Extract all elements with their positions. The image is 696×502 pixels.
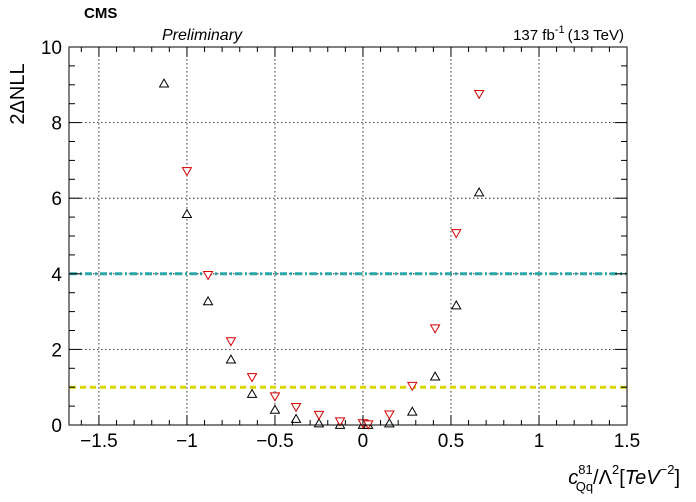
x-tick-label: 1.5 [614, 431, 640, 452]
x-tick-label: −0.5 [256, 431, 294, 452]
triangle-down-marker [406, 381, 418, 392]
x-tick-label: −1 [176, 431, 198, 452]
triangle-down-marker [450, 229, 462, 239]
y-tick-label: 0 [51, 416, 62, 437]
triangle-down-marker [269, 392, 281, 402]
x-title-unit-sup: −2 [660, 462, 675, 477]
x-title-unit: TeV [625, 467, 662, 489]
triangle-down-marker [290, 402, 302, 413]
y-tick-label: 4 [51, 265, 62, 286]
x-tick-label: −1.5 [80, 431, 118, 452]
y-tick-label: 10 [41, 38, 62, 59]
lumi-label: 137 fb-1 (13 TeV) [513, 24, 624, 44]
x-title-slash: / [593, 467, 599, 489]
y-tick-label: 8 [51, 114, 62, 135]
triangle-up-marker [225, 354, 237, 364]
y-tick-label: 6 [51, 189, 62, 210]
data-markers [158, 78, 485, 430]
plot-frame [68, 46, 628, 426]
experiment-label: CMS [84, 5, 117, 22]
axes: −1.5 −1 −0.5 0 0.5 1 1.5 0 2 4 6 8 10 [41, 38, 640, 452]
x-title-lambda-sup: 2 [612, 462, 619, 477]
lumi-energy: (13 TeV) [568, 27, 624, 44]
x-title-c-sub: Qq [576, 479, 593, 494]
triangle-up-marker [450, 300, 462, 310]
x-tick-label: 0.5 [438, 431, 464, 452]
grid [69, 47, 627, 425]
triangle-down-marker [181, 167, 193, 177]
triangle-down-marker [246, 373, 258, 383]
triangle-up-marker [290, 413, 302, 423]
x-tick-label: 1 [534, 431, 545, 452]
x-tick-label: 0 [358, 431, 369, 452]
triangle-down-marker [384, 410, 395, 420]
triangle-up-marker [384, 417, 395, 428]
triangle-down-marker [225, 337, 237, 347]
triangle-down-marker [202, 271, 214, 281]
status-label: Preliminary [162, 27, 243, 44]
triangle-up-marker [473, 187, 485, 197]
triangle-up-marker [269, 404, 281, 414]
x-title-bracket-close: ] [674, 467, 680, 489]
triangle-up-marker [158, 78, 170, 88]
triangle-up-marker [406, 406, 418, 416]
lumi-exponent: -1 [555, 24, 565, 36]
y-axis-title: 2ΔNLL [7, 63, 29, 124]
x-title-c: c [568, 467, 578, 489]
reference-lines [70, 272, 626, 389]
triangle-up-marker [181, 208, 193, 218]
x-title-lambda: Λ [599, 467, 613, 489]
x-axis-title: c81 Qq/Λ2[TeV−2] [568, 462, 680, 494]
triangle-down-marker [313, 410, 325, 421]
lumi-value: 137 fb [513, 27, 555, 44]
x-title-bracket-open: [ [619, 467, 625, 489]
triangle-up-marker [429, 371, 441, 381]
triangle-up-marker [202, 295, 214, 306]
y-tick-label: 2 [51, 340, 62, 361]
triangle-down-marker [334, 417, 346, 427]
triangle-down-marker [473, 89, 485, 100]
x-title-c-sup: 81 [578, 462, 592, 477]
triangle-up-marker [246, 388, 258, 398]
triangle-down-marker [429, 324, 441, 334]
